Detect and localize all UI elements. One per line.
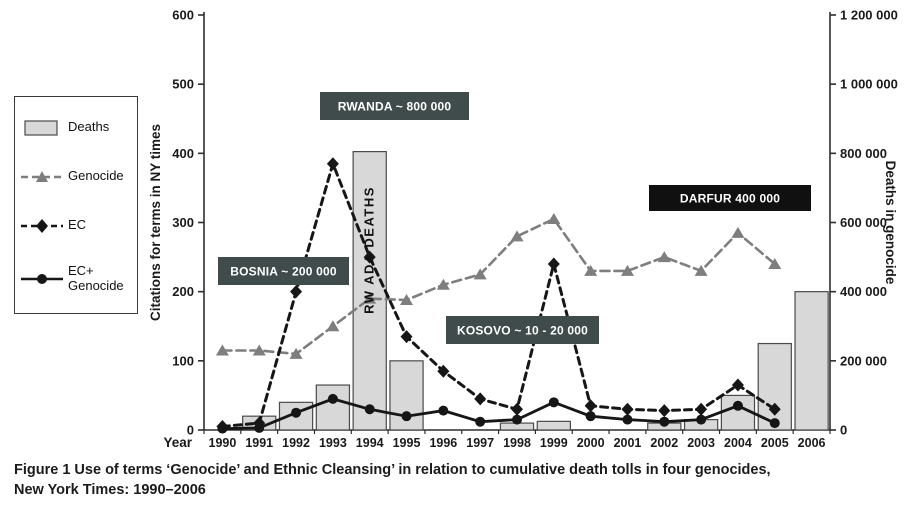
genocide-swatch-icon (21, 170, 63, 182)
svg-text:KOSOVO ~ 10 - 20 000: KOSOVO ~ 10 - 20 000 (457, 324, 588, 338)
annotation-bosnia: BOSNIA ~ 200 000 (218, 257, 349, 285)
svg-text:1998: 1998 (503, 436, 531, 450)
svg-text:500: 500 (172, 77, 194, 92)
svg-text:1993: 1993 (319, 436, 347, 450)
genocide-line (215, 213, 782, 359)
svg-text:DARFUR 400 000: DARFUR 400 000 (680, 192, 780, 206)
svg-text:1997: 1997 (466, 436, 494, 450)
axes (203, 12, 831, 431)
svg-text:300: 300 (172, 215, 194, 230)
legend-label-genocide: Genocide (68, 168, 124, 184)
svg-text:1 200 000: 1 200 000 (840, 8, 898, 23)
svg-text:800 000: 800 000 (840, 146, 887, 161)
svg-text:1 000 000: 1 000 000 (840, 77, 898, 92)
x-axis-ticks (203, 430, 831, 434)
legend-item-ec: EC (19, 215, 133, 237)
figure-label: Figure 1 (14, 462, 71, 478)
deaths-bar-1994 (352, 151, 387, 431)
figure-caption: Figure 1 Use of terms ‘Genocide’ and Eth… (14, 460, 906, 501)
svg-text:0: 0 (187, 423, 194, 438)
deaths-bar-2006 (794, 291, 829, 431)
x-axis-title: Year (163, 435, 192, 450)
svg-text:2002: 2002 (650, 436, 678, 450)
chart-legend: Deaths Genocide EC EC+ Genocide (14, 96, 138, 314)
deaths-bar-1993 (315, 384, 351, 431)
svg-text:400 000: 400 000 (840, 284, 887, 299)
ec-genocide-line (217, 393, 780, 434)
deaths-bars (242, 151, 829, 431)
svg-text:1996: 1996 (429, 436, 457, 450)
svg-text:2005: 2005 (761, 436, 789, 450)
svg-text:1992: 1992 (282, 436, 310, 450)
svg-text:200: 200 (172, 284, 194, 299)
svg-text:200 000: 200 000 (840, 353, 887, 368)
legend-item-genocide: Genocide (19, 166, 133, 188)
annotation-kosovo: KOSOVO ~ 10 - 20 000 (446, 316, 599, 344)
legend-item-ec-genocide: EC+ Genocide (19, 262, 133, 294)
svg-text:1991: 1991 (245, 436, 273, 450)
caption-line2: New York Times: 1990–2006 (14, 482, 206, 499)
svg-text:2004: 2004 (724, 436, 752, 450)
left-axis-ticks: 0 100 200 300 400 500 600 (172, 8, 204, 438)
ec-genocide-swatch-icon (21, 273, 63, 284)
annotation-rwanda: RWANDA ~ 800 000 (320, 92, 469, 120)
ec-swatch-icon (21, 218, 63, 233)
svg-text:1990: 1990 (209, 436, 237, 450)
right-axis-title: Deaths in genocide (883, 161, 898, 285)
deaths-bar-1999 (536, 420, 571, 431)
svg-text:2000: 2000 (577, 436, 605, 450)
svg-text:1994: 1994 (356, 436, 384, 450)
svg-text:RWANDA ~ 800 000: RWANDA ~ 800 000 (338, 100, 452, 114)
svg-text:BOSNIA ~ 200 000: BOSNIA ~ 200 000 (230, 265, 337, 279)
right-axis-ticks: 0 200 000 400 000 600 000 800 000 1 000 000 1 … (830, 8, 898, 438)
caption-text: Use of terms ‘Genocide’ and Ethnic Clean… (70, 462, 771, 478)
svg-text:2001: 2001 (614, 436, 642, 450)
svg-text:400: 400 (172, 146, 194, 161)
svg-text:1995: 1995 (393, 436, 421, 450)
svg-text:0: 0 (840, 423, 847, 438)
left-axis-title: Citations for terms in NY times (148, 124, 163, 321)
svg-text:2006: 2006 (798, 436, 826, 450)
annotation-darfur: DARFUR 400 000 (649, 185, 811, 211)
deaths-swatch-icon (24, 119, 58, 136)
rwanda-deaths-bar-label: RW ADA DEATHS (362, 186, 377, 314)
svg-text:600 000: 600 000 (840, 215, 887, 230)
legend-label-deaths: Deaths (68, 119, 110, 135)
legend-label-ec-genocide: EC+ Genocide (68, 262, 124, 293)
genocide-citations-chart: 0 100 200 300 400 500 600 0 200 000 400 000 600 00… (148, 8, 898, 451)
x-axis-labels: 1990 1991 1992 1993 1994 1995 1996 1997 1998 1999… (209, 436, 826, 450)
svg-text:2003: 2003 (687, 436, 715, 450)
svg-text:600: 600 (172, 8, 194, 23)
legend-label-ec: EC (68, 217, 87, 233)
svg-text:100: 100 (172, 353, 194, 368)
legend-item-deaths: Deaths (19, 117, 133, 139)
svg-text:1999: 1999 (540, 436, 568, 450)
